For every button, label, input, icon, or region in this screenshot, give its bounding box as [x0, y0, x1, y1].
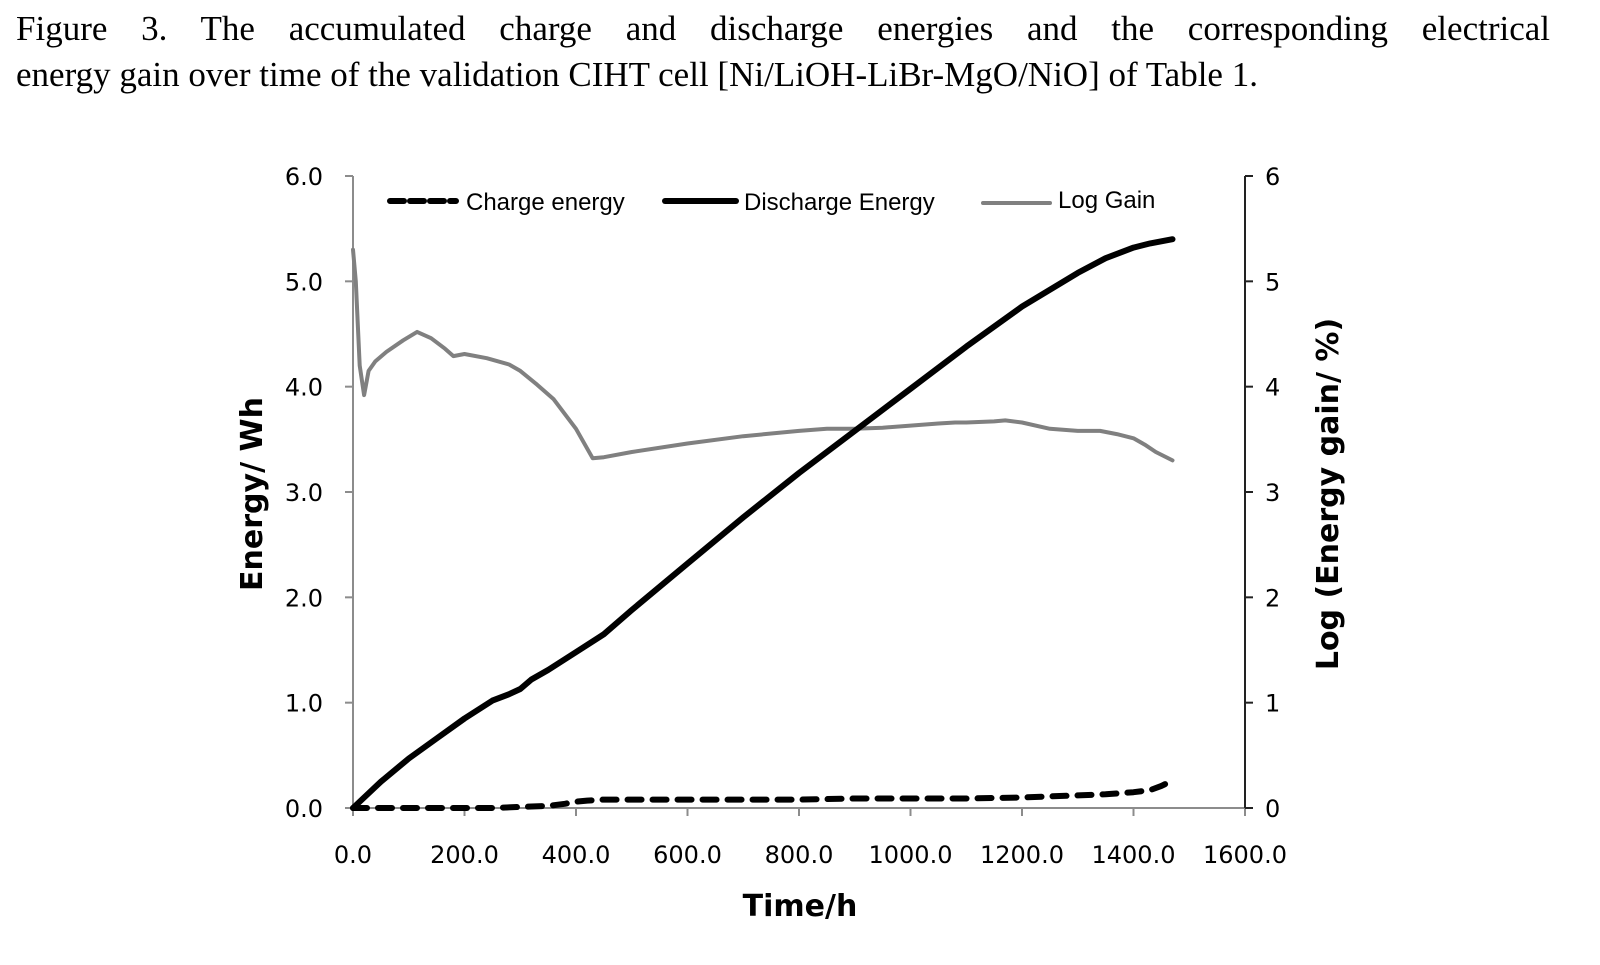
x-tick-label: 1400.0: [1092, 841, 1176, 869]
x-axis-title: Time/h: [743, 889, 858, 924]
caption-line-1: Figure 3. The accumulated charge and dis…: [16, 9, 1550, 48]
legend-label-charge-energy: Charge energy: [466, 189, 625, 216]
y-axis-title: Energy/ Wh: [235, 397, 270, 591]
series-line-charge-energy: [350, 777, 1176, 811]
x-tick-label: 800.0: [765, 841, 834, 869]
caption-line-2: energy gain over time of the validation …: [16, 55, 1258, 94]
legend-label-log-gain: Log Gain: [1058, 187, 1155, 214]
y-ticks: 0.0 1.0 2.0 3.0 4.0 5.0 6.0: [285, 163, 353, 823]
x-ticks: 0.0 200.0 400.0 600.0 800.0 1000.0 1200.0 1400.…: [334, 808, 1287, 869]
series-layer: [350, 236, 1176, 811]
legend: Charge energy Discharge Energy Log Gain: [387, 187, 1155, 216]
y2-tick-label: 5: [1265, 268, 1280, 296]
x-tick-label: 1000.0: [869, 841, 953, 869]
y-tick-label: 6.0: [285, 163, 323, 191]
y2-tick-label: 6: [1265, 163, 1280, 191]
legend-label-discharge-energy: Discharge Energy: [744, 189, 935, 216]
y-tick-label: 4.0: [285, 374, 323, 402]
y2-axis-title: Log (Energy gain/ %): [1311, 318, 1346, 670]
x-tick-label: 1600.0: [1203, 841, 1287, 869]
y2-tick-label: 3: [1265, 479, 1280, 507]
axes: [352, 176, 1246, 809]
x-tick-label: 1200.0: [980, 841, 1064, 869]
y2-ticks: 0 1 2 3 4 5 6: [1245, 163, 1280, 823]
series-line-log-gain: [351, 247, 1175, 463]
x-tick-label: 200.0: [430, 841, 499, 869]
y2-tick-label: 2: [1265, 584, 1280, 612]
figure-caption: Figure 3. The accumulated charge and dis…: [16, 6, 1550, 98]
x-tick-label: 0.0: [334, 841, 372, 869]
series-line-discharge-energy: [350, 236, 1176, 811]
y-tick-label: 2.0: [285, 584, 323, 612]
y-tick-label: 0.0: [285, 795, 323, 823]
x-tick-label: 600.0: [653, 841, 722, 869]
y2-tick-label: 4: [1265, 374, 1280, 402]
x-tick-label: 400.0: [542, 841, 611, 869]
y-tick-label: 5.0: [285, 268, 323, 296]
y2-tick-label: 0: [1265, 795, 1280, 823]
y2-tick-label: 1: [1265, 690, 1280, 718]
y-tick-label: 1.0: [285, 690, 323, 718]
y-tick-label: 3.0: [285, 479, 323, 507]
